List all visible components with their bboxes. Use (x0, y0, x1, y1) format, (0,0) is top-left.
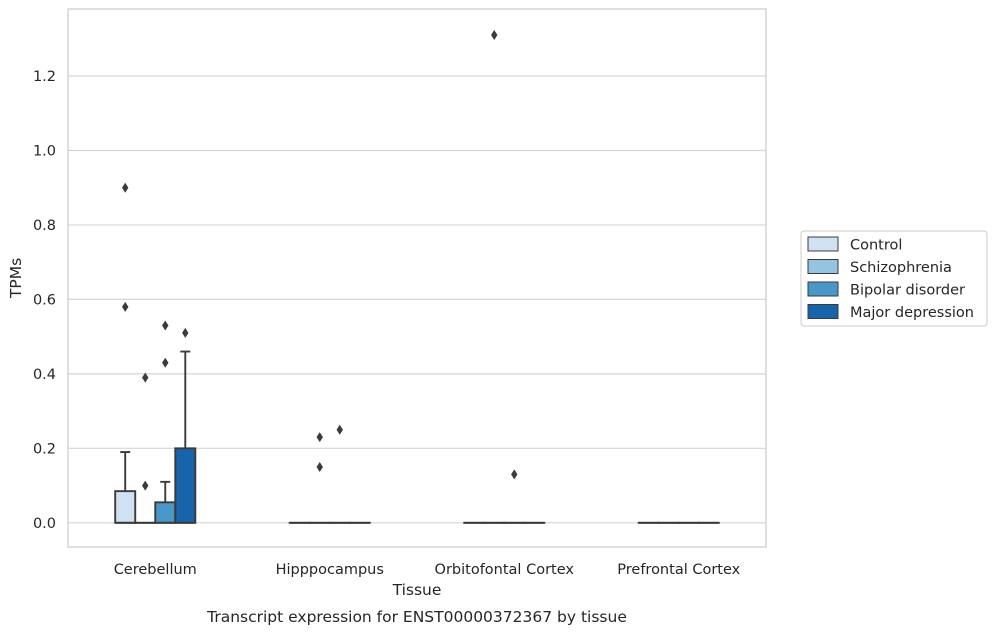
legend: Control Schizophrenia Bipolar disorder Majo… (800, 230, 988, 327)
y-axis-label: TPMs (7, 258, 25, 299)
legend-swatch (807, 304, 839, 319)
box-iqr (154, 501, 177, 524)
legend-label: Control (850, 238, 902, 254)
box-major-depression (174, 327, 197, 524)
y-tick-label: 0.8 (33, 218, 56, 234)
plot-frame (67, 8, 767, 548)
outlier-point (142, 372, 149, 383)
y-tick-label: 1.0 (33, 143, 56, 159)
x-tick-labels: Cerebellum Hipppocampus Orbitofontal Corte… (114, 562, 741, 578)
box-iqr (174, 447, 197, 524)
outlier-point (142, 480, 149, 491)
outlier-point (122, 301, 129, 312)
x-tick-label: Orbitofontal Cortex (435, 562, 575, 578)
box-schizophrenia (308, 432, 331, 524)
gridlines (68, 75, 766, 524)
legend-swatch (807, 236, 839, 252)
y-tick-labels: 0.0 0.2 0.4 0.6 0.8 1.0 1.2 (33, 69, 56, 532)
y-tick-label: 0.6 (33, 292, 56, 308)
outlier-point (122, 182, 129, 193)
box-schizophrenia (134, 372, 157, 524)
x-tick-label: Prefrontal Cortex (617, 562, 740, 578)
chart-caption: Transcript expression for ENST0000037236… (206, 608, 627, 626)
outlier-point (491, 30, 498, 41)
box-iqr (114, 490, 137, 524)
legend-swatch (807, 281, 839, 297)
outlier-point (182, 327, 189, 338)
x-tick-label: Cerebellum (114, 562, 197, 578)
legend-label: Bipolar disorder (850, 283, 965, 299)
box-bipolar-disorder (503, 469, 526, 524)
legend-label: Major depression (850, 305, 974, 321)
y-tick-label: 0.2 (33, 441, 56, 457)
x-tick-label: Hipppocampus (276, 562, 384, 578)
outlier-point (511, 469, 518, 480)
y-tick-label: 1.2 (33, 69, 56, 85)
legend-frame (800, 230, 988, 327)
y-tick-label: 0.4 (33, 367, 56, 383)
boxes (114, 30, 720, 524)
box-bipolar-disorder (154, 320, 177, 524)
legend-label: Schizophrenia (850, 260, 952, 276)
y-tick-label: 0.0 (33, 516, 56, 532)
box-bipolar-disorder (328, 424, 351, 524)
outlier-point (336, 424, 343, 435)
legend-swatch (807, 259, 839, 274)
outlier-point (162, 357, 169, 368)
x-axis-label: Tissue (392, 581, 442, 599)
box-control (114, 182, 137, 524)
outlier-point (316, 461, 323, 472)
outlier-point (162, 320, 169, 331)
outlier-point (316, 432, 323, 443)
